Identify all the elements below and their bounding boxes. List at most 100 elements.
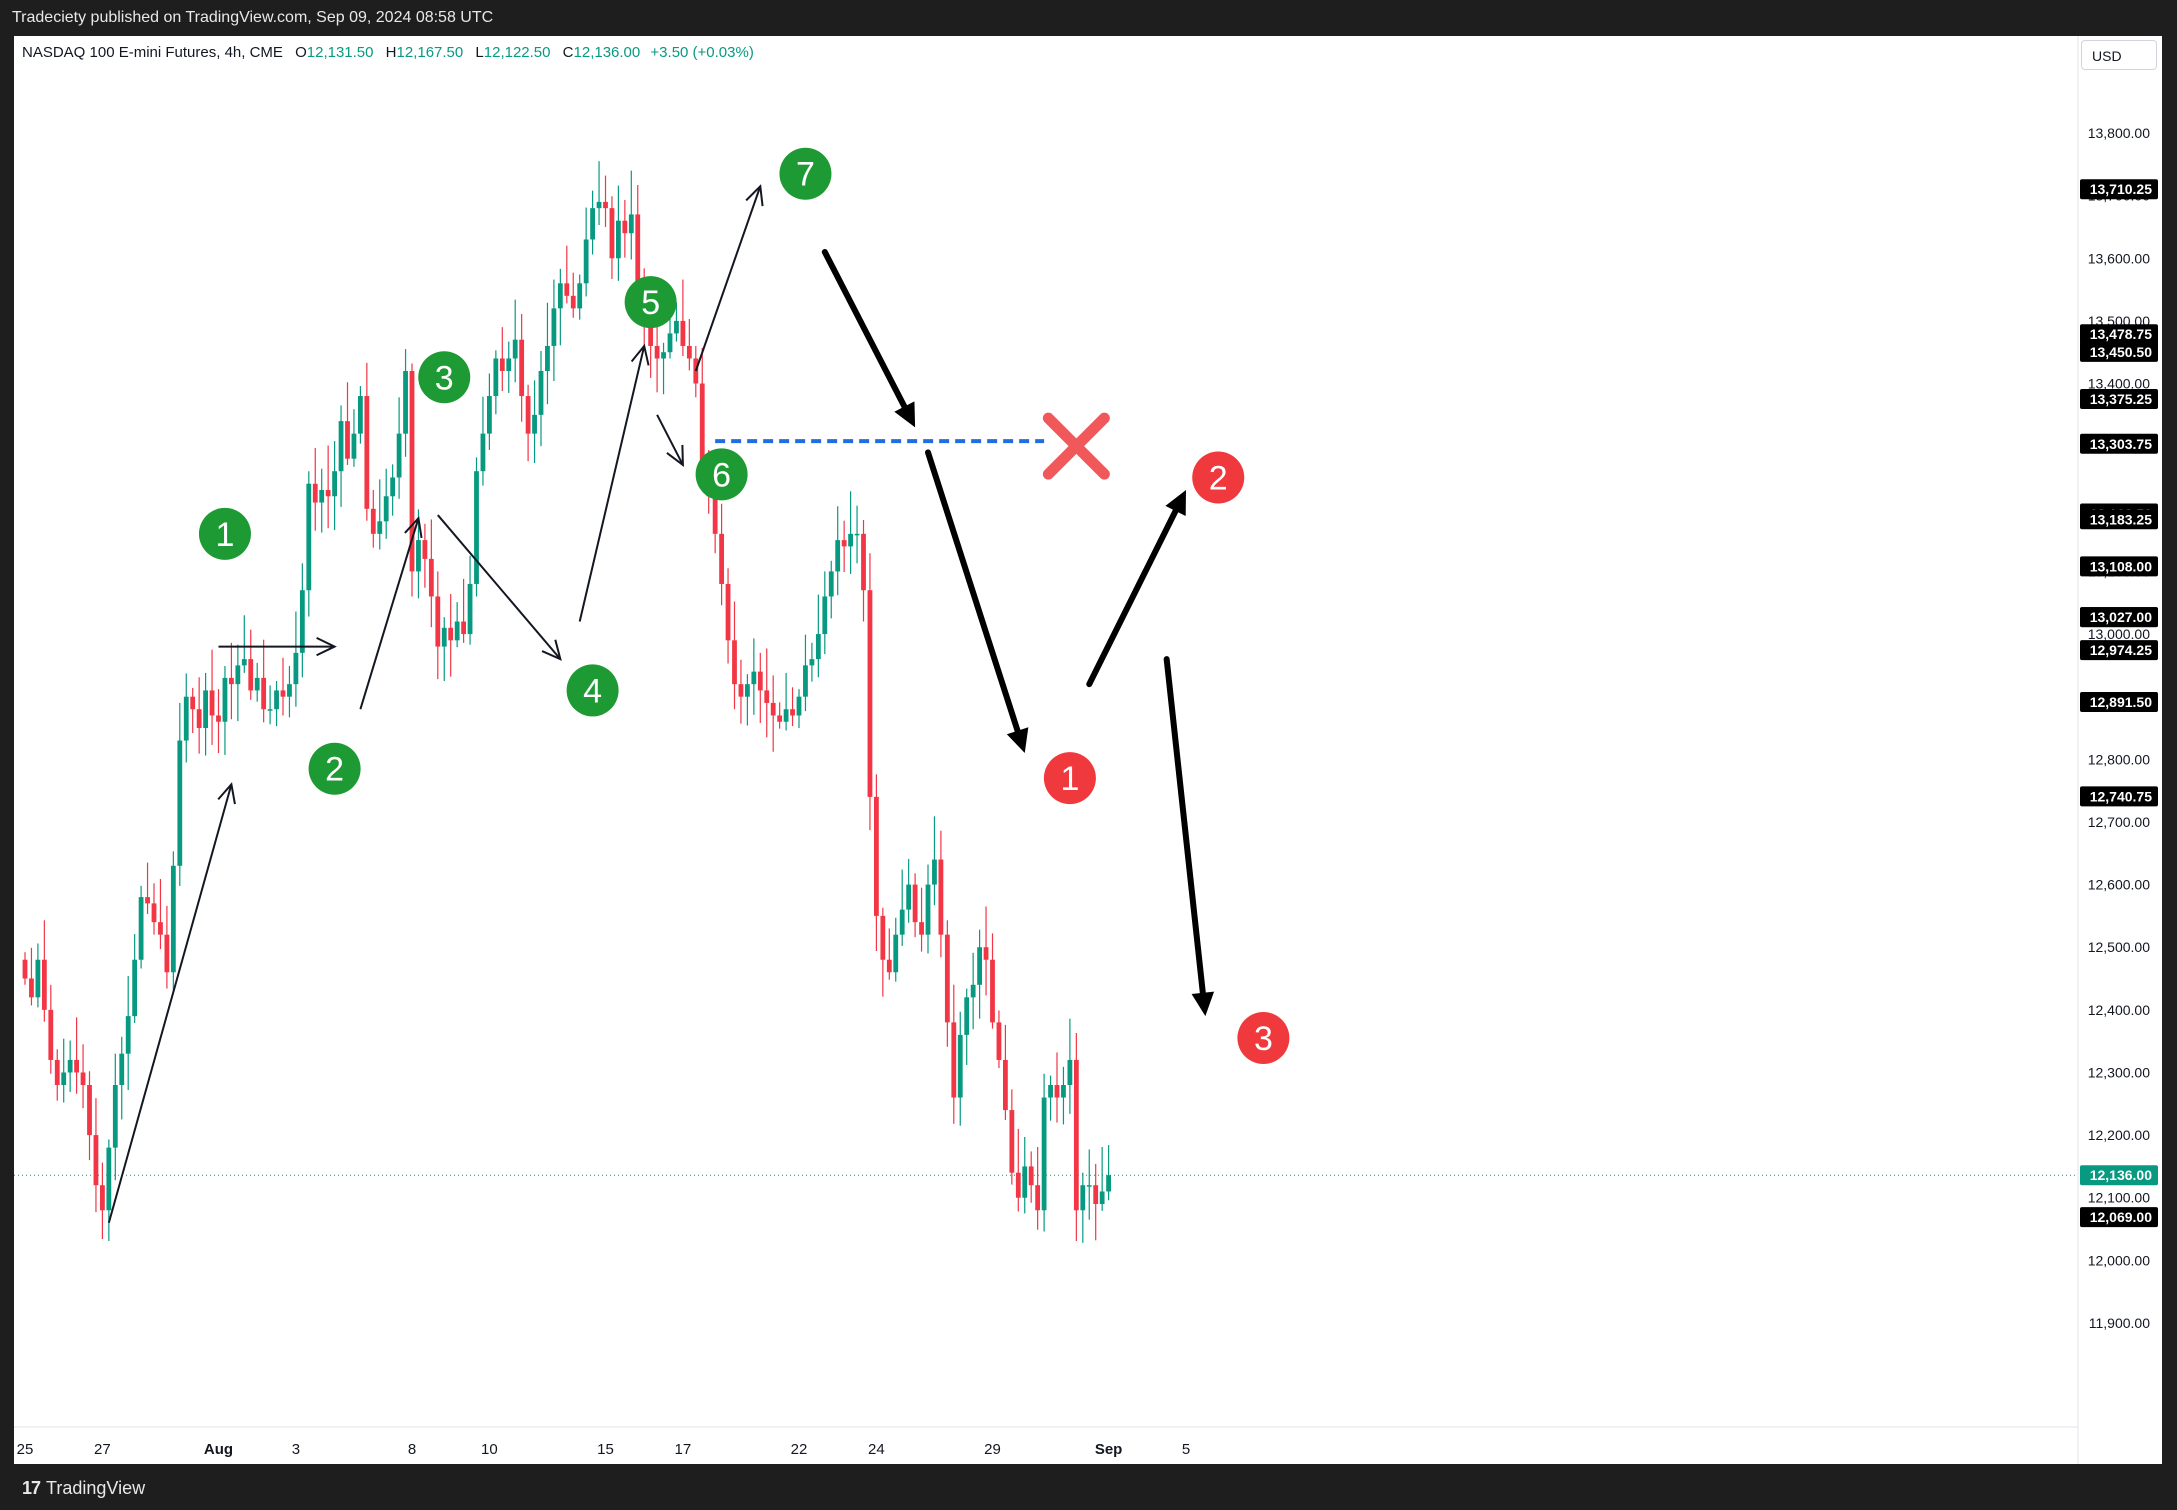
candle-body: [351, 433, 357, 459]
thin-arrow: [107, 784, 233, 1224]
candle-body: [790, 709, 795, 716]
price-tag-label: 13,108.00: [2090, 558, 2152, 574]
candle-body: [409, 371, 415, 572]
change-value: +3.50 (+0.03%): [650, 44, 754, 61]
thin-arrow-head: [630, 343, 650, 366]
candle-body: [970, 984, 976, 998]
candlestick-chart[interactable]: 11,900.00 12,000.00 12,100.00 12,200.00 12,3…: [0, 0, 2177, 1466]
close-label: C: [562, 44, 574, 61]
candle-body: [796, 696, 802, 716]
candle-body: [61, 1072, 67, 1085]
candle-body: [177, 740, 183, 866]
candle-body: [1073, 1059, 1079, 1211]
candle-body: [622, 220, 628, 234]
candle-body: [957, 1034, 963, 1098]
candle-body: [519, 339, 525, 397]
green-count-bubble: [624, 276, 677, 329]
green-count-bubble: [308, 742, 361, 795]
price-tag-label: 12,069.00: [2090, 1209, 2152, 1225]
x-tick-label: Sep: [1095, 1441, 1123, 1458]
candle-body: [312, 483, 318, 503]
x-tick-label: 17: [675, 1441, 692, 1458]
candle-body: [906, 884, 912, 910]
tradingview-logo: 17 TradingView: [22, 1478, 145, 1499]
candle-body: [809, 659, 815, 666]
candle-body: [848, 533, 853, 547]
candle-body: [100, 1185, 105, 1211]
candle-body: [164, 934, 170, 973]
symbol-legend: NASDAQ 100 E-mini Futures, 4h, CME O12,1…: [22, 44, 754, 61]
candle-body: [570, 295, 576, 309]
thick-arrow-head: [1165, 490, 1186, 516]
candle-body: [435, 596, 441, 647]
count-bubble-label: 4: [583, 672, 602, 710]
x-tick-label: 10: [481, 1441, 498, 1458]
candle-body: [783, 709, 789, 722]
candle-body: [996, 1022, 1002, 1060]
candle-body: [403, 371, 408, 434]
candle-body: [545, 345, 550, 371]
candle-body: [29, 978, 34, 998]
count-bubble-label: 3: [435, 359, 454, 397]
y-tick-label: 12,500.00: [2088, 939, 2150, 955]
candle-body: [506, 358, 512, 371]
price-tag: [2080, 389, 2158, 410]
x-tick-label: 25: [17, 1441, 34, 1458]
candle-body: [583, 239, 589, 284]
count-bubble-label: 1: [215, 516, 234, 554]
high-value: 12,167.50: [396, 44, 464, 61]
footer-bar: 17 TradingView: [0, 1466, 2177, 1510]
price-tag-label: 13,183.25: [2090, 511, 2152, 527]
green-count-bubble: [779, 147, 832, 200]
count-bubble-label: 2: [325, 751, 344, 789]
candle-body: [338, 421, 344, 472]
candle-body: [635, 214, 641, 284]
candle-body: [964, 997, 970, 1035]
candle-body: [925, 884, 931, 935]
candle-body: [390, 477, 396, 497]
candle-body: [222, 677, 228, 722]
candle-body: [609, 208, 615, 259]
candle-body: [951, 1022, 957, 1098]
candle-body: [377, 521, 383, 534]
candle-body: [512, 339, 518, 359]
candle-body: [577, 283, 583, 309]
candle-body: [80, 1072, 86, 1085]
open-value: 12,131.50: [306, 44, 374, 61]
y-tick-label: 12,000.00: [2088, 1252, 2150, 1268]
thin-arrow-head: [666, 444, 684, 467]
chart-area[interactable]: [14, 36, 2162, 1464]
candle-body: [112, 1085, 118, 1148]
candle-body: [319, 490, 325, 503]
y-tick-label: 12,200.00: [2088, 1127, 2150, 1143]
candle-body: [267, 709, 273, 711]
count-bubble-label: 6: [712, 456, 731, 494]
thin-arrow-head: [745, 184, 764, 207]
close-value: 12,136.00: [573, 44, 641, 61]
price-tag: [2080, 786, 2158, 807]
candle-body: [757, 671, 763, 691]
thick-arrow: [925, 449, 1024, 743]
candle-body: [358, 396, 363, 434]
candle-body: [74, 1059, 79, 1073]
candle-body: [428, 558, 434, 597]
candle-body: [422, 540, 428, 559]
candle-body: [603, 201, 608, 209]
candle-body: [54, 1059, 60, 1085]
y-tick-label: 12,300.00: [2088, 1064, 2150, 1080]
candle-body: [944, 934, 950, 1023]
price-tag-label: 12,974.25: [2090, 642, 2152, 658]
price-tag: [2080, 556, 2158, 577]
symbol-title: NASDAQ 100 E-mini Futures, 4h, CME: [22, 44, 283, 61]
currency-button[interactable]: USD: [2081, 40, 2157, 70]
thin-arrow: [578, 345, 646, 622]
candle-body: [912, 884, 918, 923]
candle-body: [229, 677, 234, 685]
candle-body: [254, 677, 260, 691]
y-tick-label: 12,100.00: [2088, 1190, 2150, 1206]
candle-body: [261, 677, 267, 710]
open-label: O: [295, 44, 307, 61]
candle-body: [977, 947, 982, 985]
candle-body: [125, 1016, 131, 1054]
candle-body: [835, 540, 841, 572]
